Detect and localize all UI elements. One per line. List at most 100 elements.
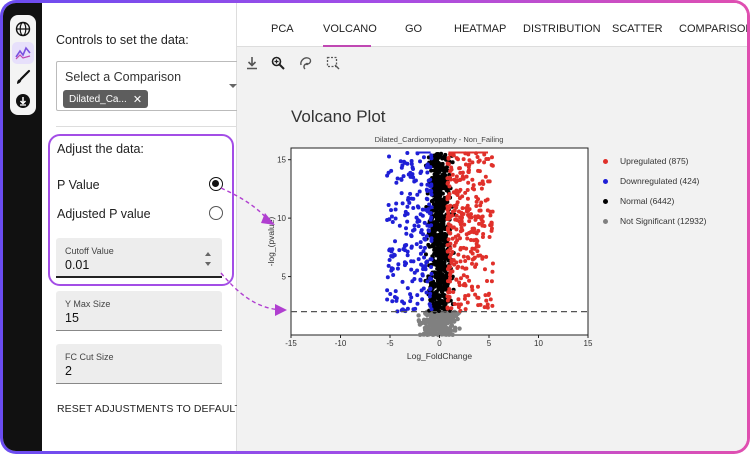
- sparkline-icon: [15, 46, 31, 60]
- tab-scatter[interactable]: SCATTER: [612, 23, 663, 35]
- point-up: [455, 200, 460, 205]
- point-down: [387, 154, 392, 159]
- point-down: [409, 245, 414, 250]
- ymax-field[interactable]: Y Max Size 15: [56, 291, 222, 331]
- plot-title: Volcano Plot: [291, 107, 386, 126]
- point-normal: [441, 249, 446, 254]
- point-normal: [439, 242, 444, 247]
- point-down: [428, 287, 433, 292]
- point-up: [458, 259, 463, 264]
- point-normal: [440, 208, 445, 213]
- tab-heatmap[interactable]: HEATMAP: [454, 23, 507, 35]
- toolbar-box-select-button[interactable]: [326, 56, 340, 70]
- point-down: [411, 166, 416, 171]
- legend-marker-down: [603, 179, 608, 184]
- point-up: [445, 298, 450, 303]
- point-down: [421, 286, 426, 291]
- tab-comparison[interactable]: COMPARISON: [679, 23, 750, 35]
- rail-brush-button[interactable]: [12, 66, 34, 88]
- point-up: [474, 262, 479, 267]
- point-up: [450, 172, 455, 177]
- point-down: [404, 231, 409, 236]
- point-down: [398, 159, 403, 164]
- point-ns: [438, 329, 443, 335]
- point-normal: [438, 218, 443, 223]
- point-ns: [457, 326, 462, 331]
- point-down: [427, 202, 432, 207]
- point-down: [395, 266, 400, 271]
- point-down: [405, 306, 410, 311]
- tab-pca[interactable]: PCA: [271, 23, 294, 35]
- point-up: [480, 223, 485, 228]
- point-up: [462, 296, 467, 301]
- comparison-chip[interactable]: Dilated_Ca... ✕: [63, 90, 149, 108]
- toolbar-zoom-button[interactable]: [271, 56, 285, 70]
- point-up: [449, 260, 454, 265]
- point-down: [405, 253, 410, 258]
- toolbar-lasso-button[interactable]: [299, 56, 313, 70]
- tab-volcano[interactable]: VOLCANO: [323, 23, 377, 35]
- point-up: [448, 203, 453, 208]
- point-down: [417, 189, 422, 194]
- rail-button-group: [10, 15, 36, 115]
- point-normal: [433, 283, 438, 288]
- point-down: [394, 296, 399, 301]
- radio-pvalue[interactable]: [209, 177, 223, 191]
- rail-globe-button[interactable]: [12, 18, 34, 40]
- point-normal: [429, 244, 434, 249]
- point-down: [408, 299, 413, 304]
- point-normal: [423, 252, 428, 257]
- point-up: [487, 291, 492, 296]
- point-up: [447, 192, 452, 197]
- reset-button[interactable]: RESET ADJUSTMENTS TO DEFAULT: [57, 403, 242, 415]
- point-down: [409, 158, 414, 163]
- point-normal: [442, 214, 447, 219]
- tab-bar: PCA VOLCANO GO HEATMAP DISTRIBUTION SCAT…: [237, 3, 750, 47]
- point-up: [461, 157, 466, 162]
- point-up: [450, 250, 455, 255]
- download-icon: [16, 94, 30, 108]
- point-up: [456, 305, 461, 310]
- legend-marker-up: [603, 159, 608, 164]
- point-down: [415, 301, 420, 306]
- point-up: [446, 290, 451, 295]
- point-up: [447, 287, 452, 292]
- point-down: [408, 174, 413, 179]
- point-ns: [421, 331, 427, 337]
- close-icon[interactable]: ✕: [132, 93, 143, 106]
- point-down: [395, 176, 400, 181]
- point-down: [406, 197, 411, 202]
- point-up: [462, 222, 467, 227]
- point-down: [404, 243, 409, 248]
- point-down: [387, 217, 392, 222]
- point-up: [453, 234, 458, 239]
- point-up: [490, 269, 495, 274]
- chevron-down-icon[interactable]: [229, 84, 237, 88]
- point-down: [426, 178, 431, 183]
- tab-go[interactable]: GO: [405, 23, 423, 35]
- point-normal: [431, 202, 436, 207]
- point-up: [463, 266, 468, 271]
- point-up: [465, 187, 470, 192]
- point-up: [446, 212, 451, 217]
- volcano-plot[interactable]: -15 -10 -5 0 5 10 15 5 10 15 Log_FoldChange -log_(p…: [3, 3, 750, 454]
- cutoff-field[interactable]: Cutoff Value 0.01: [56, 238, 222, 278]
- rail-download-button[interactable]: [12, 90, 34, 112]
- ymax-value[interactable]: 15: [65, 311, 79, 325]
- comparison-select[interactable]: Select a Comparison Dilated_Ca... ✕: [56, 61, 262, 111]
- tab-distribution[interactable]: DISTRIBUTION: [523, 23, 601, 35]
- cutoff-stepper[interactable]: [205, 252, 214, 266]
- plot-subtitle: Dilated_Cardiomyopathy - Non_Failing: [374, 135, 504, 144]
- point-up: [475, 284, 480, 289]
- cutoff-value[interactable]: 0.01: [65, 258, 90, 272]
- point-down: [405, 286, 410, 291]
- point-up: [484, 254, 489, 259]
- point-down: [421, 267, 426, 272]
- fc-field[interactable]: FC Cut Size 2: [56, 344, 222, 384]
- point-normal: [442, 177, 447, 182]
- point-up: [477, 158, 482, 163]
- fc-value[interactable]: 2: [65, 364, 72, 378]
- toolbar-download-button[interactable]: [245, 56, 259, 70]
- point-up: [467, 219, 472, 224]
- rail-chart-button[interactable]: [12, 42, 34, 64]
